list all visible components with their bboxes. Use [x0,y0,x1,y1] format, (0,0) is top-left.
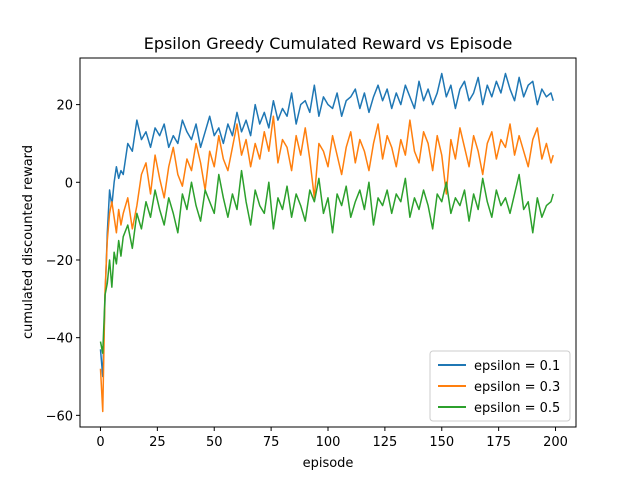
y-axis-label: cumulated discounted reward [21,145,36,339]
series-line-2 [99,115,554,413]
legend-label: epsilon = 0.1 [474,359,560,374]
legend-box [429,350,571,422]
x-tick-label: 175 [486,435,511,450]
x-tick-label: 50 [206,435,223,450]
x-tick-label: 150 [429,435,454,450]
y-tick-label: −40 [46,332,73,347]
x-tick-label: 75 [263,435,280,450]
x-tick-label: 100 [316,435,341,450]
chart-title: Epsilon Greedy Cumulated Reward vs Episo… [144,34,513,53]
y-tick-label: 20 [56,99,73,114]
y-axis: −60 −40 −20 0 20 [46,99,80,424]
x-tick-label: 0 [96,435,104,450]
series-line-3 [99,169,554,354]
x-tick-label: 125 [372,435,397,450]
legend-label: epsilon = 0.5 [474,401,560,416]
legend: epsilon = 0.1 epsilon = 0.3 epsilon = 0.5 [429,350,571,422]
y-tick-label: −60 [46,409,73,424]
series-line-1 [99,72,554,378]
legend-label: epsilon = 0.3 [474,380,560,395]
y-tick-label: 0 [65,176,73,191]
plot-area [99,72,554,413]
x-tick-label: 200 [543,435,568,450]
x-tick-label: 25 [149,435,166,450]
x-axis-label: episode [303,456,354,471]
y-tick-label: −20 [46,254,73,269]
x-axis: 0 25 50 75 100 125 150 175 200 [96,427,568,450]
